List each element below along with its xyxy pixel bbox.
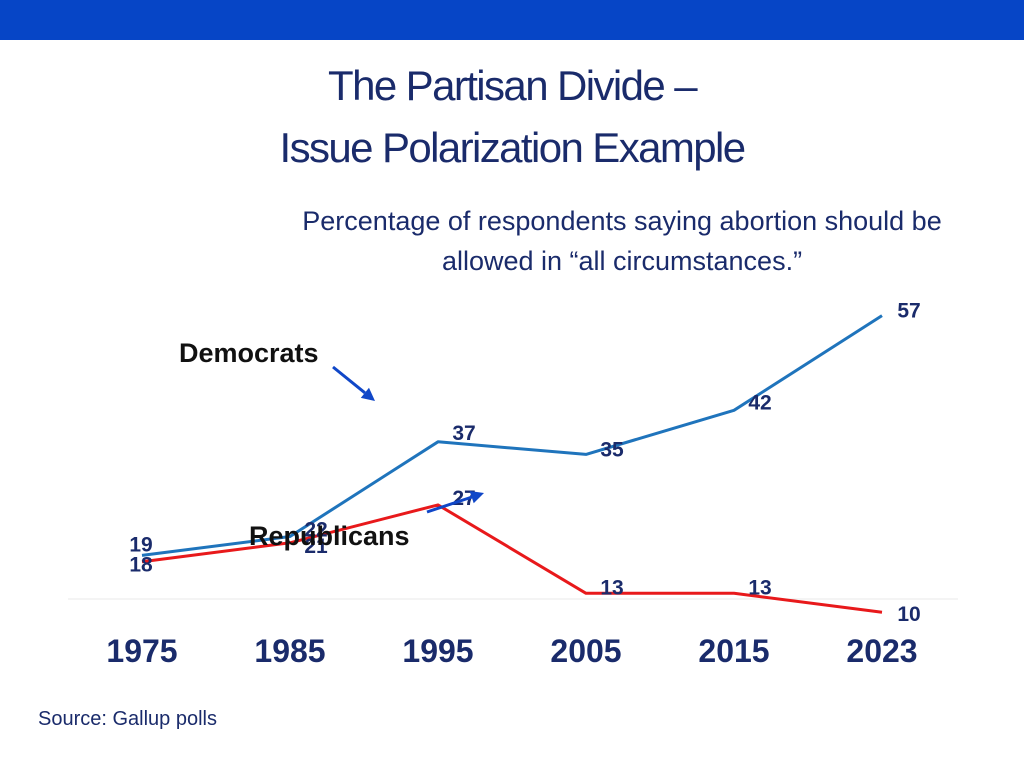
democrats-arrow-shaft <box>332 365 366 394</box>
x-tick-label: 2005 <box>550 633 621 669</box>
democrats-arrow-head <box>360 387 375 401</box>
x-tick-label: 1975 <box>106 633 177 669</box>
x-tick-label: 2015 <box>698 633 769 669</box>
data-label-republicans: 10 <box>897 603 920 626</box>
x-tick-label: 1995 <box>402 633 473 669</box>
republicans-arrow-head <box>469 490 484 504</box>
data-label-democrats: 57 <box>897 300 920 323</box>
x-tick-label: 1985 <box>254 633 325 669</box>
data-label-republicans: 13 <box>748 576 771 599</box>
data-label-republicans: 13 <box>600 576 623 599</box>
series-line-democrats <box>141 314 883 557</box>
source-note: Source: Gallup polls <box>38 708 217 730</box>
data-label-democrats: 35 <box>600 438 624 461</box>
top-banner <box>0 0 1024 40</box>
chart-subtitle: Percentage of respondents saying abortio… <box>302 206 942 276</box>
x-tick-label: 2023 <box>846 633 917 669</box>
page-title-line-1: The Partisan Divide – <box>328 62 698 109</box>
data-label-democrats: 42 <box>748 391 771 414</box>
republicans-arrow-shaft <box>426 495 473 514</box>
data-label-republicans: 21 <box>304 535 328 558</box>
data-label-democrats: 37 <box>452 422 475 445</box>
data-label-democrats: 19 <box>129 533 152 556</box>
page-title-line-2: Issue Polarization Example <box>279 124 747 171</box>
annotation-label-republicans: Republicans <box>249 521 410 551</box>
series-line-republicans <box>141 503 883 614</box>
data-label-democrats: 22 <box>304 518 327 541</box>
data-label-republicans: 18 <box>129 554 153 577</box>
annotation-label-democrats: Democrats <box>179 338 319 368</box>
